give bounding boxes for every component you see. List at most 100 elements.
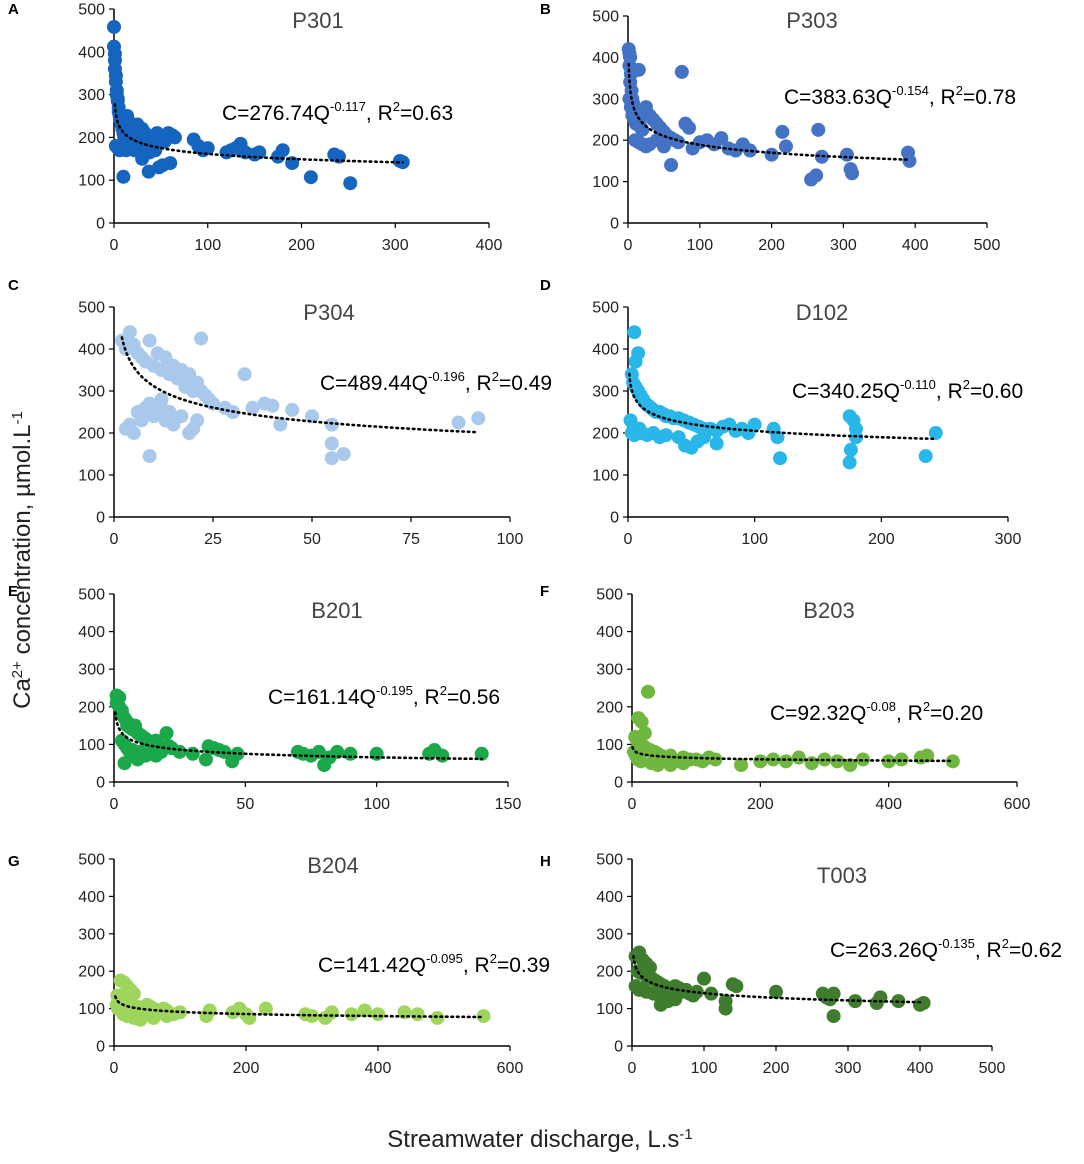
x-tick-label: 25	[204, 531, 222, 548]
data-point	[324, 417, 339, 432]
data-point	[843, 758, 858, 773]
data-point	[336, 447, 351, 461]
fit-equation-base: C=489.44Q	[320, 372, 428, 395]
fit-equation-r2-value: =0.20	[930, 702, 983, 725]
x-tick-label: 0	[110, 796, 119, 813]
panel-letter: B	[540, 1, 551, 18]
fit-equation-exponent: -0.154	[892, 83, 929, 98]
trend-line	[120, 336, 480, 434]
fit-equation-base: C=161.14Q	[268, 686, 376, 709]
data-point	[273, 417, 288, 432]
data-point	[839, 147, 854, 162]
x-axis-title: Streamwater discharge, L.s-1	[387, 1126, 692, 1154]
y-tick-label: 200	[596, 699, 623, 716]
data-point	[764, 147, 779, 162]
trend-line	[631, 745, 955, 763]
fit-equation-r2-value: =0.78	[963, 86, 1016, 109]
x-tick-label: 200	[868, 531, 895, 548]
fit-equation-r2-label: , R	[413, 686, 440, 709]
data-point	[344, 1007, 359, 1022]
x-tick-label: 0	[628, 796, 637, 813]
data-point	[237, 367, 252, 382]
fit-equation-base: C=383.63Q	[784, 86, 892, 109]
fit-equation: C=161.14Q-0.195, R2=0.56	[268, 683, 500, 709]
data-point	[718, 1001, 733, 1016]
data-point	[275, 143, 290, 158]
panel-p304: 0 100 200 300 400 500 0 25 50 75 100 C P304 C=489.44Q…	[8, 277, 552, 548]
y-tick-label: 100	[596, 737, 623, 754]
fit-equation-base: C=141.42Q	[318, 954, 426, 977]
fit-equation: C=276.74Q-0.117, R2=0.63	[222, 99, 453, 125]
panel-t003: 0 100 200 300 400 500 0 100 200 300 400 500 H T003 C=2…	[540, 852, 1062, 1078]
data-point	[668, 992, 683, 1007]
fit-equation-r2-value: =0.39	[497, 954, 550, 977]
plot-title: T003	[817, 863, 867, 888]
y-tick-label: 200	[78, 964, 105, 981]
x-tick-label: 0	[624, 237, 633, 254]
y-tick-label: 400	[78, 44, 105, 61]
x-tick-label: 100	[741, 531, 768, 548]
data-point	[663, 758, 678, 773]
fit-equation-r2-label: , R	[465, 372, 492, 395]
y-tick-label: 500	[78, 2, 105, 19]
x-axis-title-main: Streamwater discharge, L.s	[387, 1126, 679, 1153]
x-tick-label: 200	[233, 1060, 260, 1077]
data-point	[410, 1007, 425, 1022]
panel-b203: 0 100 200 300 400 500 0 200 400 600 F B203 C=92.32Q-…	[540, 583, 1030, 813]
data-point	[634, 714, 649, 729]
y-tick-label: 100	[78, 1001, 105, 1018]
data-point	[659, 428, 673, 443]
y-tick-label: 400	[596, 889, 623, 906]
data-point	[709, 436, 724, 451]
x-tick-label: 400	[365, 1060, 392, 1077]
fit-equation: C=141.42Q-0.095, R2=0.39	[318, 951, 550, 977]
fit-equation: C=92.32Q-0.08, R2=0.20	[770, 699, 983, 725]
data-point	[435, 748, 450, 763]
y-tick-label: 200	[78, 699, 105, 716]
x-tick-label: 500	[974, 237, 1001, 254]
x-tick-label: 100	[686, 237, 713, 254]
panel-letter: A	[8, 1, 19, 18]
trend-line	[627, 372, 938, 441]
y-axis-title-main: Ca	[9, 678, 36, 709]
fit-equation-exponent: -0.135	[938, 936, 975, 951]
y-tick-label: 500	[78, 300, 105, 317]
data-point	[185, 746, 200, 761]
fit-equation-exponent: -0.195	[376, 683, 413, 698]
data-point	[163, 156, 178, 171]
fit-equation: C=383.63Q-0.154, R2=0.78	[784, 83, 1016, 109]
y-tick-label: 100	[78, 737, 105, 754]
y-tick-label: 200	[592, 133, 619, 150]
data-point	[773, 451, 787, 466]
data-point	[200, 141, 215, 156]
x-axis-title-sup: -1	[679, 1126, 692, 1143]
data-point	[107, 19, 121, 34]
y-tick-label: 200	[78, 426, 105, 443]
data-point	[258, 1001, 273, 1016]
fit-equation-exponent: -0.095	[426, 951, 463, 966]
y-tick-label: 200	[592, 426, 619, 443]
x-tick-label: 100	[691, 1060, 718, 1077]
fit-equation-r2-sup: 2	[440, 683, 447, 698]
data-point	[650, 758, 665, 773]
panel-letter: E	[8, 583, 18, 600]
y-tick-label: 300	[592, 91, 619, 108]
y-tick-label: 400	[592, 50, 619, 67]
data-point	[430, 1010, 445, 1025]
data-point	[928, 426, 943, 440]
plot-title: P304	[303, 300, 354, 325]
fit-equation-r2-sup: 2	[490, 951, 497, 966]
x-tick-label: 300	[382, 237, 409, 254]
x-tick-label: 0	[628, 1060, 637, 1077]
data-point	[357, 1003, 372, 1018]
data-point	[623, 413, 638, 428]
data-point	[369, 746, 384, 761]
x-tick-label: 200	[763, 1060, 790, 1077]
fit-equation: C=263.26Q-0.135, R2=0.62	[830, 936, 1062, 962]
data-point	[628, 116, 643, 131]
data-point	[451, 415, 466, 430]
data-point	[142, 333, 157, 348]
plot-title: B204	[307, 853, 358, 878]
